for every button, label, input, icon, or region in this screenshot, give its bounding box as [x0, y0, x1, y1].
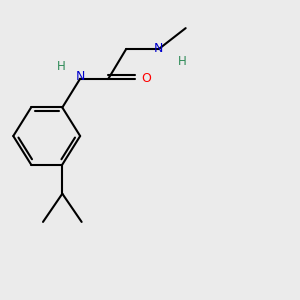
Text: H: H	[56, 60, 65, 73]
Text: N: N	[76, 70, 85, 83]
Text: H: H	[178, 55, 187, 68]
Text: N: N	[154, 42, 164, 56]
Text: O: O	[142, 72, 152, 85]
